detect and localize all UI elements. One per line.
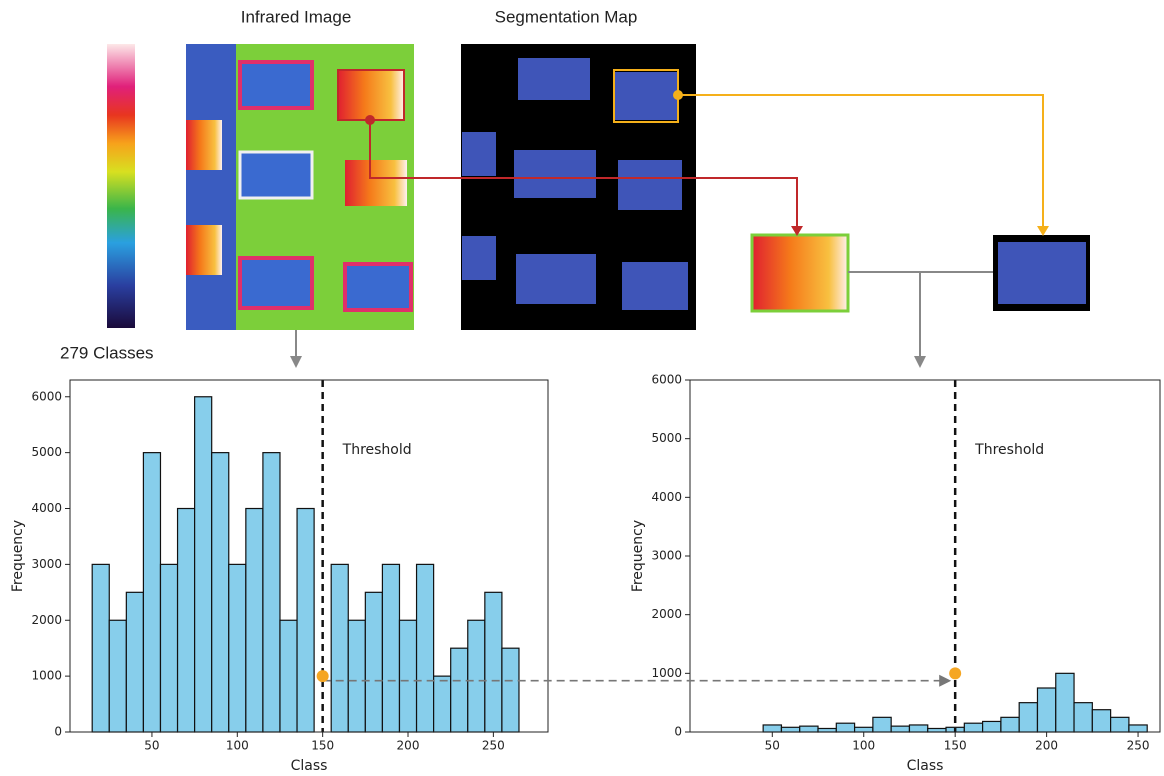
bar [178, 509, 195, 732]
threshold-label: Threshold [342, 442, 412, 458]
threshold-marker [949, 667, 961, 679]
bar [781, 727, 799, 732]
figure: Infrared Image Segmentation Map 279 Clas… [0, 0, 1164, 776]
x-tick-label: 100 [226, 739, 249, 753]
bar [928, 728, 946, 732]
bar [983, 721, 1001, 732]
bar [195, 397, 212, 732]
bar [1111, 717, 1129, 732]
bar [855, 727, 873, 732]
bar [485, 592, 502, 732]
y-tick-label: 2000 [651, 607, 682, 621]
bar [873, 717, 891, 732]
bar [212, 453, 229, 732]
bar [1056, 673, 1074, 732]
x-axis-label: Class [907, 758, 944, 774]
segmentation-map [461, 44, 696, 330]
bar [1092, 710, 1110, 732]
x-tick-label: 100 [852, 739, 875, 753]
bar [109, 620, 126, 732]
y-tick-label: 1000 [31, 669, 62, 683]
x-tick-label: 50 [144, 739, 159, 753]
x-tick-label: 150 [944, 739, 967, 753]
bar [331, 564, 348, 732]
bar [1129, 725, 1147, 732]
y-axis-label: Frequency [630, 520, 646, 592]
bar [891, 726, 909, 732]
y-tick-label: 0 [674, 725, 682, 739]
threshold-label: Threshold [974, 442, 1044, 458]
x-tick-label: 250 [1127, 739, 1150, 753]
segmentation-crop [993, 235, 1090, 311]
x-tick-label: 200 [397, 739, 420, 753]
panel-title: Infrared Image [241, 7, 352, 26]
y-tick-label: 6000 [31, 389, 62, 403]
bar [434, 676, 451, 732]
y-tick-label: 0 [54, 725, 62, 739]
bar [964, 723, 982, 732]
bar [280, 620, 297, 732]
y-tick-label: 3000 [31, 557, 62, 571]
bar [143, 453, 160, 732]
bar [160, 564, 177, 732]
bar [1001, 717, 1019, 732]
x-axis-label: Class [291, 758, 328, 774]
bar [399, 620, 416, 732]
class-count: 279 Classes [60, 343, 154, 362]
bar [348, 620, 365, 732]
y-tick-label: 3000 [651, 549, 682, 563]
threshold-marker [317, 670, 329, 682]
infrared-crop [752, 235, 848, 311]
x-tick-label: 50 [765, 739, 780, 753]
y-tick-label: 4000 [31, 501, 62, 515]
bar [1037, 688, 1055, 732]
bar [836, 723, 854, 732]
bar [297, 509, 314, 732]
bar [1074, 703, 1092, 732]
bar [246, 509, 263, 732]
plot-frame [690, 380, 1160, 732]
y-tick-label: 2000 [31, 613, 62, 627]
bar [417, 564, 434, 732]
bar [451, 648, 468, 732]
bar [382, 564, 399, 732]
bar [800, 726, 818, 732]
bar [365, 592, 382, 732]
bar [126, 592, 143, 732]
bar [263, 453, 280, 732]
panel-title: Segmentation Map [495, 7, 638, 26]
y-axis-label: Frequency [10, 520, 26, 592]
bar [92, 564, 109, 732]
bar [763, 725, 781, 732]
bar [502, 648, 519, 732]
colorbar [107, 44, 135, 328]
y-tick-label: 1000 [651, 666, 682, 680]
bar [1019, 703, 1037, 732]
y-tick-label: 5000 [651, 431, 682, 445]
bar [909, 725, 927, 732]
bar [818, 728, 836, 732]
y-tick-label: 4000 [651, 490, 682, 504]
bar [229, 564, 246, 732]
infrared-image [186, 44, 414, 330]
x-tick-label: 250 [482, 739, 505, 753]
y-tick-label: 6000 [651, 373, 682, 387]
x-tick-label: 150 [311, 739, 334, 753]
bar [468, 620, 485, 732]
y-tick-label: 5000 [31, 445, 62, 459]
x-tick-label: 200 [1035, 739, 1058, 753]
link-arrowhead [939, 675, 951, 687]
